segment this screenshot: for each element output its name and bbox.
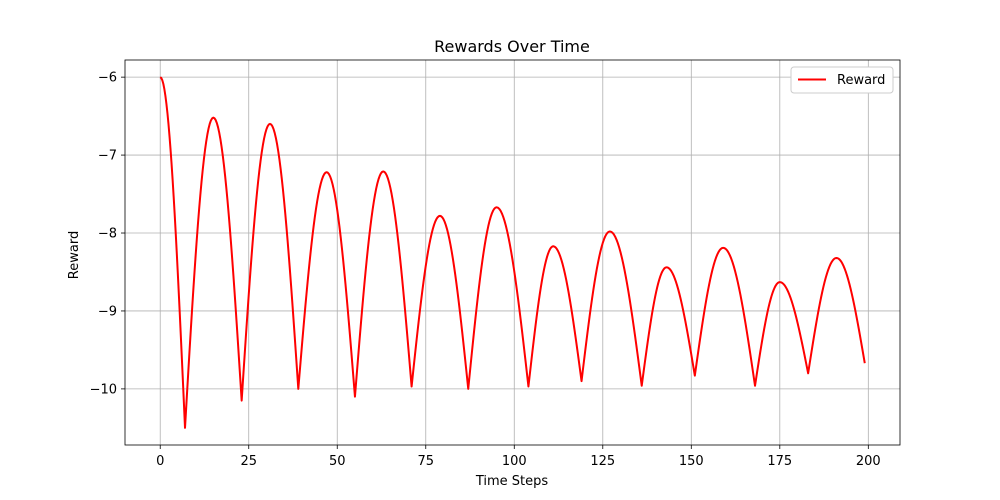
x-tick-label: 25 bbox=[240, 454, 257, 469]
y-tick-label: −8 bbox=[98, 227, 117, 242]
x-tick-label: 175 bbox=[767, 454, 792, 469]
y-tick-label: −9 bbox=[98, 304, 117, 319]
y-tick-label: −6 bbox=[98, 71, 117, 86]
x-tick-label: 50 bbox=[329, 454, 346, 469]
x-tick-label: 0 bbox=[156, 454, 164, 469]
y-tick-label: −7 bbox=[98, 149, 117, 164]
chart-title: Rewards Over Time bbox=[434, 37, 590, 56]
x-tick-label: 125 bbox=[590, 454, 615, 469]
series-layer bbox=[159, 76, 866, 429]
plot-frame bbox=[124, 59, 901, 446]
y-axis-label: Reward bbox=[67, 231, 82, 279]
ticks: 0 25 50 75 100 125 150 175 200 −10 −9 −8 −7 −6 bbox=[90, 71, 881, 469]
series-line-reward bbox=[159, 76, 866, 429]
x-tick-label: 200 bbox=[856, 454, 881, 469]
x-tick-label: 75 bbox=[417, 454, 434, 469]
y-tick-label: −10 bbox=[90, 382, 117, 397]
legend-label-reward: Reward bbox=[837, 73, 885, 88]
x-tick-label: 150 bbox=[679, 454, 704, 469]
x-axis-label: Time Steps bbox=[475, 474, 549, 489]
x-tick-label: 100 bbox=[502, 454, 527, 469]
legend: Reward bbox=[790, 66, 894, 94]
legend-box bbox=[790, 66, 894, 94]
